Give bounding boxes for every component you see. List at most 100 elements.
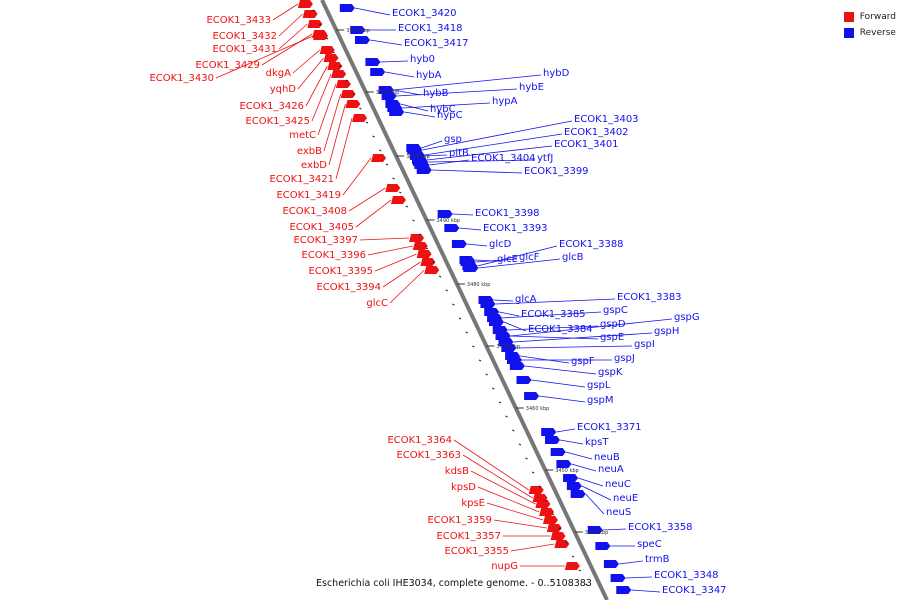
reverse-leader bbox=[502, 311, 602, 319]
axis-tick-label: 3490 kbp bbox=[437, 218, 461, 224]
reverse-swatch bbox=[843, 28, 854, 38]
minor-dash bbox=[571, 555, 575, 558]
minor-dash bbox=[339, 65, 342, 68]
reverse-leader bbox=[618, 560, 644, 565]
forward-leader bbox=[493, 519, 547, 529]
forward-leader bbox=[278, 13, 303, 37]
reverse-gene-label: ECOK1_3347 bbox=[662, 585, 727, 596]
reverse-feature bbox=[616, 586, 632, 594]
reverse-leader bbox=[393, 74, 542, 91]
forward-leader bbox=[367, 245, 413, 256]
reverse-feature bbox=[350, 26, 366, 34]
forward-leader bbox=[311, 73, 332, 122]
reverse-gene-label: glcA bbox=[515, 294, 537, 305]
forward-feature bbox=[345, 100, 361, 108]
forward-leader bbox=[215, 35, 314, 79]
axis-tick-label: 3520 kbp bbox=[346, 28, 370, 34]
reverse-gene-label: hypA bbox=[492, 96, 518, 107]
leader-lines bbox=[215, 3, 673, 593]
reverse-feature bbox=[545, 436, 560, 444]
forward-leader bbox=[323, 93, 342, 152]
reverse-feature bbox=[387, 104, 403, 112]
forward-gene-label: exbB bbox=[297, 146, 322, 157]
reverse-feature bbox=[570, 490, 586, 498]
reverse-gene-label: ECOK1_3358 bbox=[628, 522, 693, 533]
reverse-feature bbox=[444, 224, 460, 232]
minor-dash bbox=[578, 569, 581, 572]
reverse-leader bbox=[565, 451, 593, 460]
reverse-leader bbox=[396, 88, 518, 97]
reverse-leader bbox=[531, 379, 586, 388]
reverse-leader bbox=[631, 589, 661, 593]
reverse-gene-label: ECOK1_3420 bbox=[392, 8, 457, 19]
forward-feature bbox=[554, 540, 570, 548]
reverse-gene-label: hybC bbox=[430, 104, 456, 115]
forward-gene-label: ECOK1_3364 bbox=[387, 435, 452, 446]
reverse-gene-label: ECOK1_3383 bbox=[617, 292, 682, 303]
reverse-leader bbox=[354, 7, 391, 16]
minor-dash bbox=[512, 429, 515, 432]
minor-dash bbox=[319, 23, 322, 26]
forward-leader bbox=[477, 486, 540, 513]
forward-gene-label: ECOK1_3426 bbox=[239, 101, 304, 112]
reverse-leader bbox=[571, 463, 597, 472]
forward-label: Forward bbox=[859, 12, 896, 22]
forward-feature bbox=[546, 524, 562, 532]
minor-dash bbox=[379, 149, 382, 152]
minor-dash bbox=[412, 219, 415, 222]
reverse-leader bbox=[427, 159, 536, 163]
reverse-leader bbox=[431, 169, 523, 174]
forward-feature bbox=[543, 516, 558, 524]
forward-feature bbox=[297, 0, 313, 8]
minor-dash bbox=[545, 499, 548, 502]
reverse-gene-label: gspC bbox=[603, 305, 628, 316]
forward-feature bbox=[391, 196, 406, 204]
reverse-feature bbox=[416, 166, 432, 174]
forward-gene-label: ECOK1_3433 bbox=[206, 15, 271, 26]
axis-tick-label: 3440 kbp bbox=[585, 530, 609, 536]
forward-feature bbox=[550, 532, 566, 540]
minor-dash bbox=[531, 471, 535, 474]
reverse-leader bbox=[422, 120, 573, 151]
forward-gene-label: dkgA bbox=[266, 68, 291, 79]
feature-layer bbox=[297, 0, 632, 594]
reverse-gene-label: gspJ bbox=[614, 353, 635, 364]
reverse-feature bbox=[339, 4, 355, 12]
forward-feature bbox=[352, 114, 368, 122]
reverse-gene-label: hybD bbox=[543, 68, 570, 79]
minor-dash bbox=[418, 233, 422, 236]
reverse-leader bbox=[495, 298, 616, 305]
minor-dash bbox=[458, 317, 462, 320]
forward-feature bbox=[412, 242, 428, 250]
reverse-leader bbox=[380, 60, 409, 63]
forward-leader bbox=[374, 253, 417, 272]
reverse-gene-label: ECOK1_3388 bbox=[559, 239, 624, 250]
reverse-leader bbox=[510, 318, 673, 337]
reverse-gene-label: kpsT bbox=[585, 437, 609, 448]
reverse-leader bbox=[493, 299, 514, 302]
forward-leader bbox=[462, 454, 533, 499]
reverse-leader bbox=[516, 345, 633, 349]
legend: Forward Reverse bbox=[843, 9, 896, 41]
reverse-gene-label: glcF bbox=[519, 252, 540, 263]
reverse-leader bbox=[385, 71, 415, 78]
reverse-leader bbox=[602, 528, 627, 531]
reverse-label: Reverse bbox=[859, 28, 896, 38]
minor-dash bbox=[372, 135, 375, 138]
reverse-leader bbox=[577, 477, 604, 487]
reverse-leader bbox=[425, 154, 448, 157]
minor-dash bbox=[352, 93, 355, 96]
forward-leader bbox=[355, 199, 392, 228]
reverse-gene-label: ECOK1_3401 bbox=[554, 139, 619, 150]
minor-dash bbox=[438, 275, 442, 278]
reverse-leader bbox=[466, 243, 488, 247]
reverse-feature bbox=[501, 344, 517, 352]
reverse-gene-label: hypC bbox=[437, 110, 463, 121]
forward-feature bbox=[302, 10, 318, 18]
axis-tick-label: 3450 kbp bbox=[555, 468, 579, 474]
reverse-gene-label: gspD bbox=[600, 319, 626, 330]
reverse-feature bbox=[550, 448, 566, 456]
reverse-gene-label: gsp bbox=[444, 134, 462, 145]
minor-dash bbox=[478, 359, 482, 362]
